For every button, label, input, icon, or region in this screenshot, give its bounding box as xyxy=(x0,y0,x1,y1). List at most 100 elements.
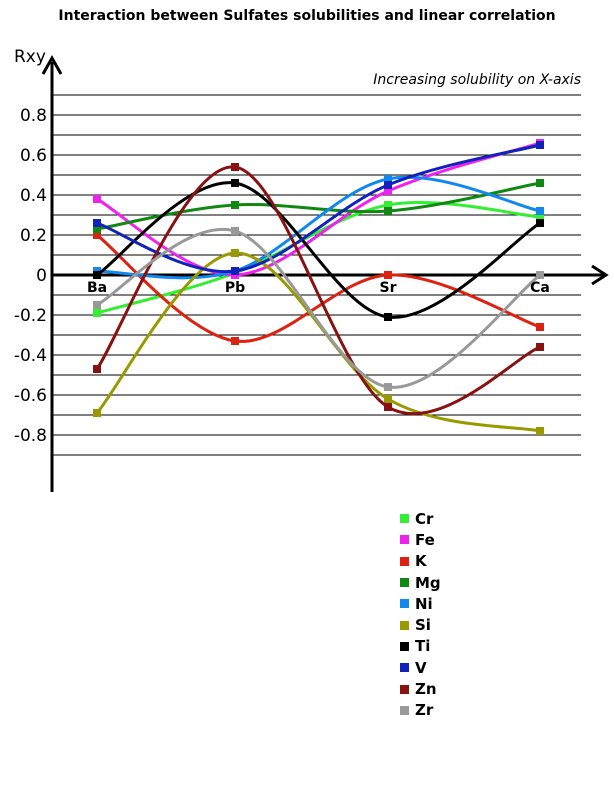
series-si xyxy=(93,249,544,435)
data-point xyxy=(231,201,239,209)
legend-item: Si xyxy=(400,614,441,635)
data-point xyxy=(536,323,544,331)
legend-label: Fe xyxy=(415,530,435,549)
legend-swatch xyxy=(400,641,409,651)
legend-item: Mg xyxy=(400,572,441,593)
legend-swatch xyxy=(400,535,409,545)
legend-swatch xyxy=(400,578,409,588)
legend-swatch xyxy=(400,684,409,694)
data-point xyxy=(93,301,101,309)
y-tick-label: 0 xyxy=(36,266,47,286)
y-tick-label: -0.4 xyxy=(14,346,47,366)
x-tick-label: Ba xyxy=(87,280,107,296)
legend-swatch xyxy=(400,663,409,673)
y-tick-label: -0.6 xyxy=(14,386,47,406)
data-point xyxy=(93,225,101,233)
grid-lines xyxy=(52,94,581,456)
x-tick-label: Pb xyxy=(225,280,245,296)
series-line xyxy=(95,165,541,416)
legend-item: Fe xyxy=(400,529,441,550)
legend-item: Ti xyxy=(400,636,441,657)
legend-swatch xyxy=(400,556,409,566)
data-point xyxy=(384,271,392,279)
data-point xyxy=(536,141,544,149)
data-point xyxy=(536,271,544,279)
legend-label: Mg xyxy=(415,573,441,592)
y-tick-label: -0.8 xyxy=(14,426,47,446)
axis-labels: 0.8 0.6 0.4 0.2 0 -0.2 -0.4 -0.6 -0.8 Ba Pb Sr Ca xyxy=(14,106,550,446)
data-point xyxy=(93,365,101,373)
data-point xyxy=(93,409,101,417)
data-point xyxy=(93,231,101,239)
data-point xyxy=(93,271,101,279)
series-line xyxy=(96,181,541,319)
series-line xyxy=(95,251,541,433)
legend-label: Si xyxy=(415,616,431,635)
data-point xyxy=(93,219,101,227)
legend-label: Ni xyxy=(415,594,433,613)
data-point xyxy=(231,267,239,275)
data-point xyxy=(231,337,239,345)
chart-annotation: Increasing solubility on X-axis xyxy=(373,72,581,88)
legend-label: Ti xyxy=(415,637,431,656)
series-ti xyxy=(93,179,544,321)
series-zr xyxy=(93,227,544,391)
legend-item: Cr xyxy=(400,508,441,529)
legend-label: Zn xyxy=(415,680,437,699)
data-point xyxy=(536,213,544,221)
legend: Cr Fe K Mg Ni Si Ti V Zn Zr xyxy=(400,508,441,721)
legend-label: V xyxy=(415,658,427,677)
data-point xyxy=(93,309,101,317)
chart-title: Interaction between Sulfates solubilitie… xyxy=(58,8,556,24)
data-point xyxy=(384,395,392,403)
legend-item: K xyxy=(400,551,441,572)
legend-item: Ni xyxy=(400,593,441,614)
data-point xyxy=(384,187,392,195)
series-line xyxy=(96,143,541,274)
legend-swatch xyxy=(400,599,409,609)
data-point xyxy=(384,175,392,183)
data-point xyxy=(384,403,392,411)
legend-item: Zr xyxy=(400,700,441,721)
legend-label: K xyxy=(415,552,427,571)
legend-swatch xyxy=(400,620,409,630)
series-line xyxy=(96,201,541,315)
series-zn xyxy=(93,163,544,416)
data-point xyxy=(384,383,392,391)
data-point xyxy=(536,179,544,187)
legend-label: Cr xyxy=(415,509,434,528)
series-line xyxy=(96,227,541,389)
series-line xyxy=(96,141,541,277)
data-point xyxy=(536,219,544,227)
x-axis-arrow xyxy=(591,264,609,286)
data-point xyxy=(536,343,544,351)
data-point xyxy=(231,179,239,187)
data-point xyxy=(384,313,392,321)
series-line xyxy=(96,233,541,343)
y-axis-label: Rxy xyxy=(14,47,46,67)
data-point xyxy=(384,207,392,215)
data-point xyxy=(384,201,392,209)
data-point xyxy=(384,181,392,189)
y-tick-label: 0.6 xyxy=(20,146,47,166)
series-layer xyxy=(93,139,544,435)
y-tick-label: -0.2 xyxy=(14,306,47,326)
data-point xyxy=(536,207,544,215)
data-point xyxy=(231,163,239,171)
data-point xyxy=(93,195,101,203)
series-k xyxy=(93,231,544,345)
legend-swatch xyxy=(400,705,409,715)
x-tick-label: Ca xyxy=(530,280,550,296)
x-tick-label: Sr xyxy=(380,280,397,296)
data-point xyxy=(536,427,544,435)
y-tick-label: 0.2 xyxy=(20,226,47,246)
data-point xyxy=(231,249,239,257)
y-axis-arrow xyxy=(41,54,63,75)
legend-item: Zn xyxy=(400,678,441,699)
series-line xyxy=(96,175,541,280)
y-tick-label: 0.4 xyxy=(20,186,47,206)
legend-item: V xyxy=(400,657,441,678)
legend-label: Zr xyxy=(415,701,434,720)
data-point xyxy=(231,227,239,235)
